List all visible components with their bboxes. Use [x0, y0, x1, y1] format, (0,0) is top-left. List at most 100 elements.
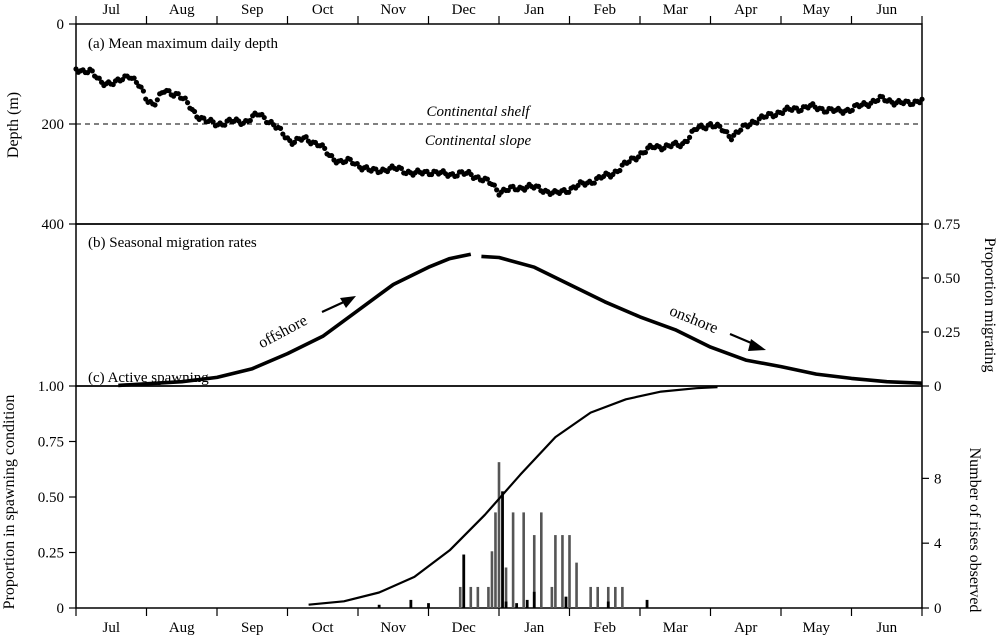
- depth-point: [724, 129, 730, 135]
- x-tick-label-bottom: Apr: [734, 620, 757, 636]
- spawning-proportion-curve: [308, 386, 718, 606]
- x-tick-label-bottom: Oct: [312, 620, 334, 636]
- depth-point: [566, 189, 572, 195]
- depth-point: [849, 107, 855, 113]
- depth-point: [303, 134, 309, 140]
- depth-point: [201, 115, 207, 121]
- depth-point: [210, 119, 216, 125]
- depth-point: [280, 131, 286, 137]
- panel-c-right-y-tick-label: 4: [934, 536, 942, 552]
- x-tick-label-top: Dec: [452, 2, 476, 18]
- depth-point: [626, 159, 632, 165]
- rises-bar-gray: [497, 462, 501, 608]
- x-tick-label-top: Aug: [169, 2, 195, 18]
- rises-bar-gray: [469, 586, 473, 608]
- depth-point: [166, 88, 172, 94]
- x-tick-label-bottom: Feb: [594, 620, 617, 636]
- panel-b-y-tick-label: 0.75: [934, 217, 960, 233]
- depth-point: [484, 176, 490, 182]
- depth-point: [717, 123, 723, 129]
- rises-bar-black: [515, 603, 519, 608]
- panel-b-ylabel: Proportion migrating: [981, 238, 998, 373]
- x-tick-label-bottom: Nov: [380, 620, 406, 636]
- rises-bar-black: [427, 603, 430, 608]
- rises-bar-black: [409, 599, 413, 608]
- rises-bar-gray: [494, 512, 497, 608]
- x-tick-label-top: Mar: [663, 2, 688, 18]
- depth-point: [879, 94, 886, 100]
- panel-a-y-tick-label: 400: [42, 217, 65, 233]
- depth-point: [291, 139, 298, 145]
- depth-point: [494, 187, 500, 193]
- depth-point: [642, 149, 649, 156]
- rises-bar-gray: [575, 562, 578, 608]
- rises-bar-gray: [522, 512, 525, 608]
- rises-bar-gray: [511, 512, 515, 608]
- rises-bar-black: [462, 554, 466, 608]
- depth-point: [686, 134, 693, 140]
- rises-bar-black: [504, 601, 508, 608]
- panel-a-title: (a) Mean maximum daily depth: [88, 36, 278, 52]
- x-tick-label-top: May: [803, 2, 831, 18]
- depth-point: [182, 95, 188, 101]
- panel-a-y-tick-label: 0: [57, 17, 65, 33]
- depth-point: [131, 75, 137, 81]
- continental-slope-label: Continental slope: [425, 133, 532, 149]
- depth-point: [535, 183, 542, 189]
- panel-b-title: (b) Seasonal migration rates: [88, 235, 257, 251]
- rises-bar-gray: [554, 535, 557, 608]
- x-tick-label-bottom: May: [803, 620, 831, 636]
- depth-point: [247, 117, 253, 124]
- panel-a-plot: [73, 66, 925, 198]
- panel-c-left-y-tick-label: 0.75: [38, 435, 64, 451]
- depth-point: [287, 137, 293, 144]
- panel-c-left-y-tick-label: 1.00: [38, 379, 64, 395]
- depth-point: [222, 122, 228, 128]
- depth-point: [152, 102, 158, 108]
- panel-c-left-y-tick-label: 0: [57, 601, 65, 617]
- x-tick-label-top: Nov: [380, 2, 406, 18]
- depth-point: [919, 96, 925, 102]
- x-tick-label-bottom: Sep: [241, 620, 264, 636]
- rises-bar-gray: [532, 535, 536, 608]
- rises-bar-black: [377, 604, 381, 608]
- depth-point: [798, 107, 804, 114]
- depth-point: [96, 75, 102, 81]
- rises-bar-black: [525, 599, 529, 608]
- rises-bar-gray: [614, 586, 617, 608]
- panel-c-right-y-tick-label: 0: [934, 601, 942, 617]
- depth-point: [261, 114, 267, 121]
- rises-bar-gray: [589, 586, 592, 608]
- depth-point: [875, 97, 881, 104]
- onshore-label: onshore: [667, 302, 720, 337]
- panel-a-ylabel: Depth (m): [5, 92, 22, 158]
- depth-point: [154, 97, 160, 103]
- depth-point: [491, 182, 497, 188]
- depth-point: [738, 127, 744, 133]
- rises-bar-gray: [621, 586, 624, 608]
- x-tick-label-top: Sep: [241, 2, 264, 18]
- depth-point: [617, 167, 623, 174]
- offshore-migration-line: [118, 252, 472, 388]
- depth-point: [138, 84, 144, 90]
- depth-point: [754, 120, 760, 126]
- x-tick-label-bottom: Mar: [663, 620, 688, 636]
- depth-point: [398, 165, 404, 171]
- rises-bar-gray: [487, 586, 490, 608]
- panel-c-left-y-tick-label: 0.50: [38, 490, 64, 506]
- depth-point: [277, 125, 284, 131]
- rises-bar-black: [532, 591, 536, 608]
- rises-bar-gray: [490, 551, 494, 608]
- depth-point: [184, 100, 191, 106]
- continental-shelf-label: Continental shelf: [427, 104, 532, 120]
- depth-point: [347, 156, 353, 162]
- onshore-arrow: [729, 332, 766, 351]
- rises-bar-gray: [561, 535, 564, 608]
- x-tick-label-bottom: Jun: [876, 620, 897, 636]
- depth-point: [728, 137, 735, 143]
- panel-c-ylabel-right: Number of rises observed: [966, 448, 983, 613]
- rises-bar-black: [564, 596, 568, 608]
- depth-point: [635, 154, 642, 160]
- depth-point: [191, 108, 198, 115]
